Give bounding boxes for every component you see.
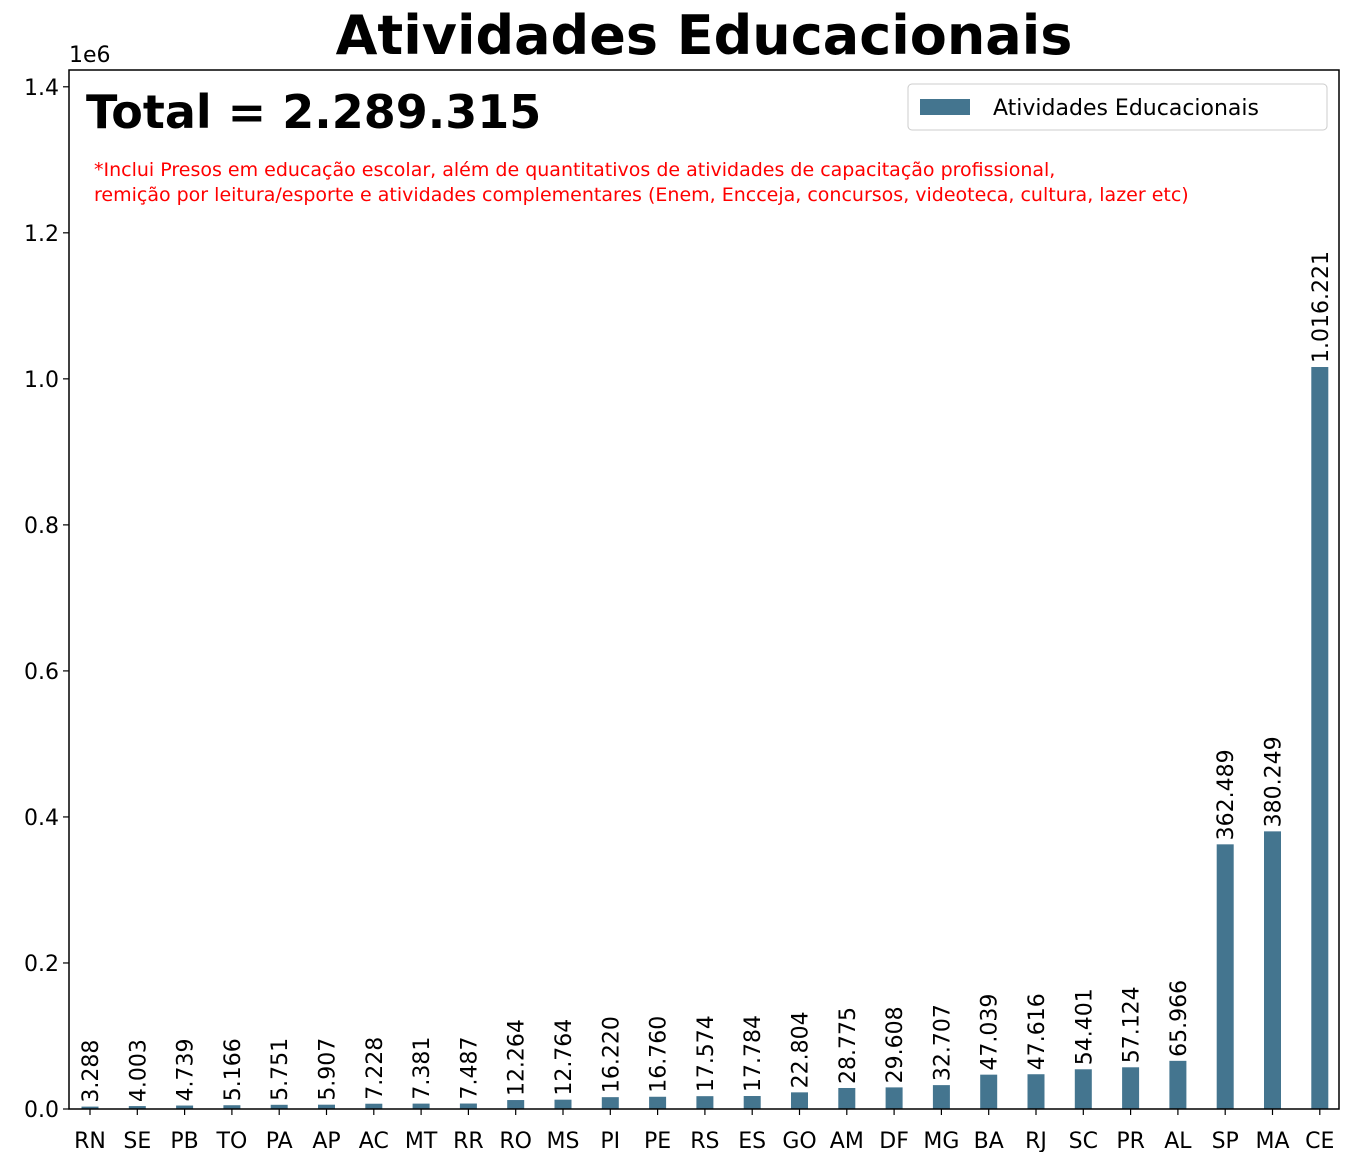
value-label: 47.039 (978, 994, 1003, 1071)
footnote: *Inclui Presos em educação escolar, além… (94, 159, 1055, 181)
value-label: 362.489 (1214, 749, 1239, 840)
value-label: 4.003 (126, 1039, 151, 1102)
bar (696, 1096, 714, 1109)
value-label: 29.608 (883, 1006, 908, 1083)
bar (601, 1097, 619, 1109)
y-tick-label: 1.4 (24, 76, 59, 101)
value-label: 5.907 (316, 1038, 341, 1101)
y-tick-label: 1.2 (24, 222, 59, 247)
bar (1122, 1067, 1140, 1109)
x-tick-label: PA (266, 1129, 293, 1152)
x-tick-label: PB (170, 1129, 198, 1152)
x-tick-label: RN (74, 1129, 106, 1152)
x-tick-label: GO (782, 1129, 816, 1152)
bar (318, 1104, 335, 1109)
y-tick-label: 0.8 (24, 514, 59, 539)
legend-box (907, 83, 1328, 131)
bar (554, 1099, 572, 1109)
y-tick-label: 0.0 (24, 1098, 59, 1123)
plot-frame (68, 69, 1340, 1110)
bar (507, 1100, 525, 1109)
x-tick-label: SC (1069, 1129, 1098, 1152)
value-label: 380.249 (1262, 736, 1287, 827)
x-tick-label: MG (923, 1129, 959, 1152)
value-label: 3.288 (79, 1040, 104, 1103)
bar (223, 1105, 241, 1109)
bar (1264, 831, 1281, 1109)
bar (932, 1085, 950, 1109)
x-tick-label: MT (405, 1129, 438, 1152)
value-label: 57.124 (1120, 986, 1145, 1063)
value-label: 7.228 (363, 1037, 388, 1100)
y-tick-label: 0.6 (24, 660, 59, 685)
value-label: 7.381 (410, 1037, 435, 1100)
x-tick-label: ES (738, 1129, 766, 1152)
value-label: 47.616 (1025, 993, 1050, 1070)
annotation: Total = 2.289.315 (86, 85, 541, 139)
x-tick-label: MA (1255, 1129, 1289, 1152)
x-tick-label: CE (1305, 1129, 1334, 1152)
value-label: 17.784 (741, 1015, 766, 1092)
x-tick-label: RJ (1025, 1129, 1047, 1152)
bar (1074, 1069, 1092, 1109)
bar (270, 1104, 288, 1109)
value-label: 22.804 (789, 1011, 814, 1088)
value-label: 5.751 (268, 1038, 293, 1101)
bar (176, 1105, 194, 1109)
x-tick-label: SP (1212, 1129, 1239, 1152)
value-label: 12.264 (505, 1019, 530, 1096)
x-tick-label: PR (1116, 1129, 1145, 1152)
bar (649, 1096, 667, 1109)
x-tick-label: RS (690, 1129, 719, 1152)
x-tick-label: RO (499, 1129, 532, 1152)
value-label: 16.760 (647, 1016, 672, 1093)
x-tick-label: RR (453, 1129, 484, 1152)
x-tick-label: AL (1164, 1129, 1192, 1152)
bar (1169, 1060, 1187, 1109)
y-tick-label: 0.2 (24, 952, 59, 977)
bar (459, 1103, 477, 1109)
bar (1027, 1074, 1045, 1109)
value-label: 54.401 (1072, 988, 1097, 1065)
x-tick-label: SE (123, 1129, 151, 1152)
x-tick-label: AM (830, 1129, 864, 1152)
bar (838, 1087, 856, 1109)
legend-label: Atividades Educacionais (993, 96, 1259, 121)
x-tick-label: MS (547, 1129, 580, 1152)
bar (412, 1103, 430, 1109)
y-offset-label: 1e6 (69, 43, 111, 68)
value-label: 7.487 (457, 1037, 482, 1100)
bar (365, 1103, 383, 1109)
bar (81, 1106, 99, 1109)
y-tick-label: 0.4 (24, 806, 59, 831)
value-label: 12.764 (552, 1019, 577, 1096)
x-tick-label: AC (359, 1129, 389, 1152)
value-label: 65.966 (1167, 980, 1192, 1057)
value-label: 28.775 (836, 1007, 861, 1084)
bar (980, 1074, 998, 1109)
bar (791, 1092, 808, 1109)
x-tick-label: PE (644, 1129, 671, 1152)
value-label: 17.574 (694, 1015, 719, 1092)
y-tick-label: 1.0 (24, 368, 59, 393)
bar (1216, 844, 1234, 1109)
x-tick-label: AP (312, 1129, 340, 1152)
chart-title: Atividades Educacionais (336, 4, 1073, 67)
bar (743, 1096, 761, 1109)
value-label: 32.707 (930, 1004, 955, 1081)
x-tick-label: PI (600, 1129, 620, 1152)
value-label: 1.016.221 (1309, 251, 1334, 363)
value-label: 4.739 (174, 1039, 199, 1102)
footnote: remição por leitura/esporte e atividades… (94, 184, 1189, 206)
bar (1311, 367, 1329, 1110)
value-label: 16.220 (599, 1016, 624, 1093)
x-tick-label: DF (879, 1129, 909, 1152)
bar (885, 1087, 903, 1109)
x-tick-label: BA (974, 1129, 1004, 1152)
legend-swatch (920, 99, 970, 115)
x-tick-label: TO (216, 1129, 248, 1152)
value-label: 5.166 (221, 1038, 246, 1101)
bar (128, 1106, 146, 1109)
